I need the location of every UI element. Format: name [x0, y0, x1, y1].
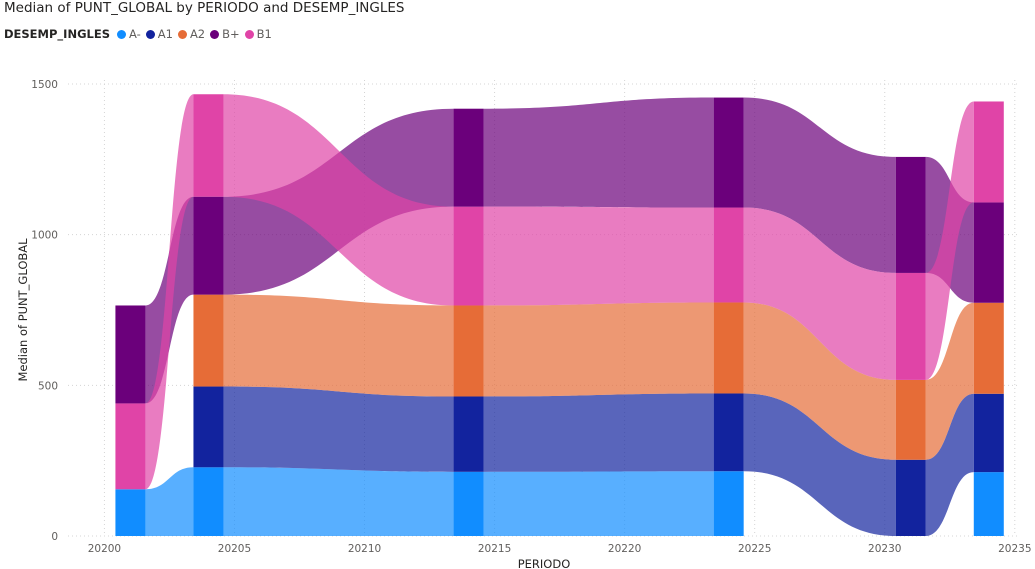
legend-label: B1 [256, 27, 272, 41]
bar-segment-b-minusplus[interactable] [453, 108, 484, 207]
bars [115, 94, 1004, 536]
bar-segment-a2[interactable] [895, 379, 926, 460]
ribbon-a2[interactable] [925, 302, 974, 460]
legend-label: B+ [222, 27, 240, 41]
ribbon-a1[interactable] [743, 393, 896, 536]
axes: 0 500 1000 1500 20200 20205 20210 20215 20220 202… [16, 79, 1032, 569]
bar-segment-b1[interactable] [193, 94, 224, 197]
x-tick-label: 20200 [88, 543, 121, 555]
bar-segment-a2[interactable] [713, 302, 744, 394]
ribbon-b1[interactable] [145, 94, 194, 490]
bar-segment-b-minusplus[interactable] [115, 305, 146, 404]
chart-title: Median of PUNT_GLOBAL by PERIODO and DES… [4, 0, 405, 16]
bar-segment-b1[interactable] [115, 403, 146, 490]
y-tick-label: 500 [38, 380, 58, 392]
ribbon-b-minusplus[interactable] [743, 97, 896, 273]
ribbon-a-minus[interactable] [223, 467, 454, 536]
bar-segment-b-minusplus[interactable] [973, 202, 1004, 303]
bar-segment-a-minus[interactable] [713, 471, 744, 536]
y-tick-label: 0 [51, 531, 58, 543]
bar-segment-b1[interactable] [895, 272, 926, 380]
bar-segment-b1[interactable] [713, 207, 744, 303]
bar-segment-a2[interactable] [453, 305, 484, 397]
bar-segment-a1[interactable] [453, 396, 484, 472]
x-tick-label: 20215 [478, 543, 511, 555]
legend-label: A1 [157, 27, 173, 41]
legend-item-a2[interactable]: A2 [177, 27, 206, 41]
bar-segment-a-minus[interactable] [453, 471, 484, 536]
ribbon-b1[interactable] [483, 206, 714, 306]
y-tick-label: 1000 [31, 230, 58, 242]
bar-segment-b1[interactable] [453, 206, 484, 306]
legend-item-b-minusplus[interactable]: B+ [210, 27, 240, 41]
x-tick-label: 20205 [218, 543, 251, 555]
legend-item-a-minus[interactable]: A- [116, 27, 141, 41]
legend-title: DESEMP_INGLES [4, 27, 110, 41]
x-axis-title: PERIODO [518, 557, 571, 569]
bar-segment-a2[interactable] [193, 294, 224, 387]
bar-segment-a1[interactable] [713, 393, 744, 472]
x-tick-label: 20210 [348, 543, 381, 555]
ribbon-a1[interactable] [925, 393, 974, 536]
legend-dot-icon [145, 29, 155, 39]
x-tick-label: 20235 [998, 543, 1031, 555]
legend-label: A- [128, 27, 141, 41]
x-tick-label: 20220 [608, 543, 641, 555]
legend-dot-icon [244, 29, 254, 39]
bar-segment-a-minus[interactable] [193, 467, 224, 536]
bar-segment-a-minus[interactable] [973, 472, 1004, 536]
bar-segment-a2[interactable] [973, 302, 1004, 394]
bar-segment-a-minus[interactable] [115, 489, 146, 536]
bar-segment-a1[interactable] [193, 386, 224, 468]
legend-dot-icon [116, 29, 126, 39]
ribbon-a1[interactable] [483, 393, 714, 472]
ribbon-b1[interactable] [223, 94, 454, 306]
ribbon-b1[interactable] [925, 101, 974, 380]
legend-item-a1[interactable]: A1 [145, 27, 173, 41]
legend-label: A2 [189, 27, 206, 41]
x-tick-label: 20225 [738, 543, 771, 555]
y-tick-label: 1500 [31, 79, 58, 91]
bar-segment-b-minusplus[interactable] [713, 97, 744, 208]
ribbon-a2[interactable] [223, 294, 454, 397]
y-axis-title: Median of PUNT_GLOBAL [16, 238, 30, 382]
legend-items: A- A1 A2 B+ B1 [116, 27, 277, 41]
ribbon-b-minusplus[interactable] [483, 97, 714, 208]
bar-segment-a1[interactable] [895, 459, 926, 536]
bar-segment-a1[interactable] [973, 393, 1004, 473]
bar-segment-b-minusplus[interactable] [193, 196, 224, 295]
ribbon-a1[interactable] [223, 386, 454, 472]
ribbon-a2[interactable] [743, 302, 896, 460]
legend-dot-icon [177, 29, 187, 39]
ribbons [145, 94, 974, 536]
ribbon-b1[interactable] [743, 207, 896, 380]
legend-dot-icon [210, 29, 220, 39]
ribbon-a2[interactable] [483, 302, 714, 397]
ribbon-a-minus[interactable] [483, 471, 714, 536]
ribbon-a-minus[interactable] [145, 467, 194, 536]
bar-segment-b-minusplus[interactable] [895, 156, 926, 273]
legend: DESEMP_INGLES A- A1 A2 B+ B1 [4, 27, 277, 41]
legend-item-b1[interactable]: B1 [244, 27, 272, 41]
x-tick-label: 20230 [868, 543, 901, 555]
bar-segment-b1[interactable] [973, 101, 1004, 203]
